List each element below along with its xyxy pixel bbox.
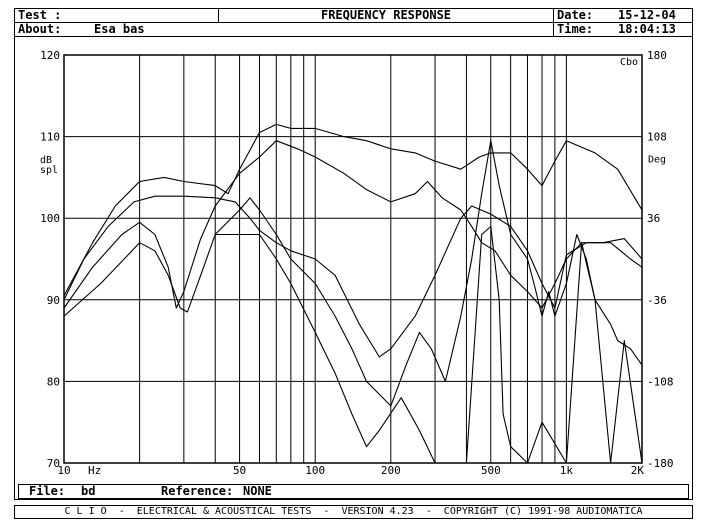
- credit-line: C L I O - ELECTRICAL & ACOUSTICAL TESTS …: [14, 505, 693, 519]
- reference-value: NONE: [243, 484, 272, 498]
- y2-tick-label: -180: [647, 457, 674, 470]
- y2-tick-label: -36: [647, 294, 667, 307]
- grid: [64, 55, 642, 463]
- reference-label: Reference:: [161, 484, 234, 498]
- y-tick-label: 100: [40, 212, 60, 225]
- x-tick-label: 100: [305, 464, 325, 477]
- y-unit-label-2: spl: [40, 165, 58, 176]
- axis-labels: 70 80 90 100 110 120 -180 -108 -36 36 108 180 10 50 10…: [40, 49, 674, 477]
- series-group: [63, 123, 643, 464]
- file-value: bd: [81, 484, 96, 498]
- x-tick-label: 200: [381, 464, 401, 477]
- y2-tick-label: 108: [647, 131, 667, 144]
- date-label: Date:: [557, 8, 594, 22]
- time-label: Time:: [557, 22, 594, 36]
- file-label: File:: [29, 484, 66, 498]
- about-label: About:: [18, 22, 62, 36]
- y-tick-label: 120: [40, 49, 60, 62]
- test-label: Test :: [18, 8, 62, 22]
- x-tick-label: 10: [57, 464, 70, 477]
- x-tick-label: 2K: [631, 464, 645, 477]
- x-tick-label: 50: [233, 464, 246, 477]
- page-title: FREQUENCY RESPONSE: [320, 8, 452, 22]
- series-line-4: [63, 140, 643, 407]
- y2-unit-label: Deg: [648, 155, 666, 166]
- header: Test : FREQUENCY RESPONSE About: Esa bas…: [14, 8, 693, 37]
- y2-top-unit-label: Cbo: [620, 57, 638, 68]
- y2-tick-label: 36: [647, 212, 660, 225]
- x-unit-label: Hz: [88, 464, 101, 477]
- y-tick-label: 90: [47, 294, 60, 307]
- y-unit-label: dB: [40, 155, 52, 166]
- about-value: Esa bas: [94, 22, 145, 36]
- y2-tick-label: 180: [647, 49, 667, 62]
- y-tick-label: 80: [47, 375, 60, 388]
- file-reference-bar: File: bd Reference: NONE: [18, 484, 689, 499]
- series-line-1: [63, 123, 643, 296]
- series-line-2: [63, 195, 643, 358]
- x-tick-label: 1k: [560, 464, 574, 477]
- time-value: 18:04:13: [618, 22, 676, 36]
- y-tick-label: 110: [40, 131, 60, 144]
- x-tick-label: 500: [481, 464, 501, 477]
- y-tick-label: 70: [47, 457, 60, 470]
- series-line-5: [215, 225, 643, 464]
- y2-tick-label: -108: [647, 375, 674, 388]
- plot-border: [63, 54, 643, 464]
- time-box: [553, 22, 693, 37]
- date-value: 15-12-04: [618, 8, 676, 22]
